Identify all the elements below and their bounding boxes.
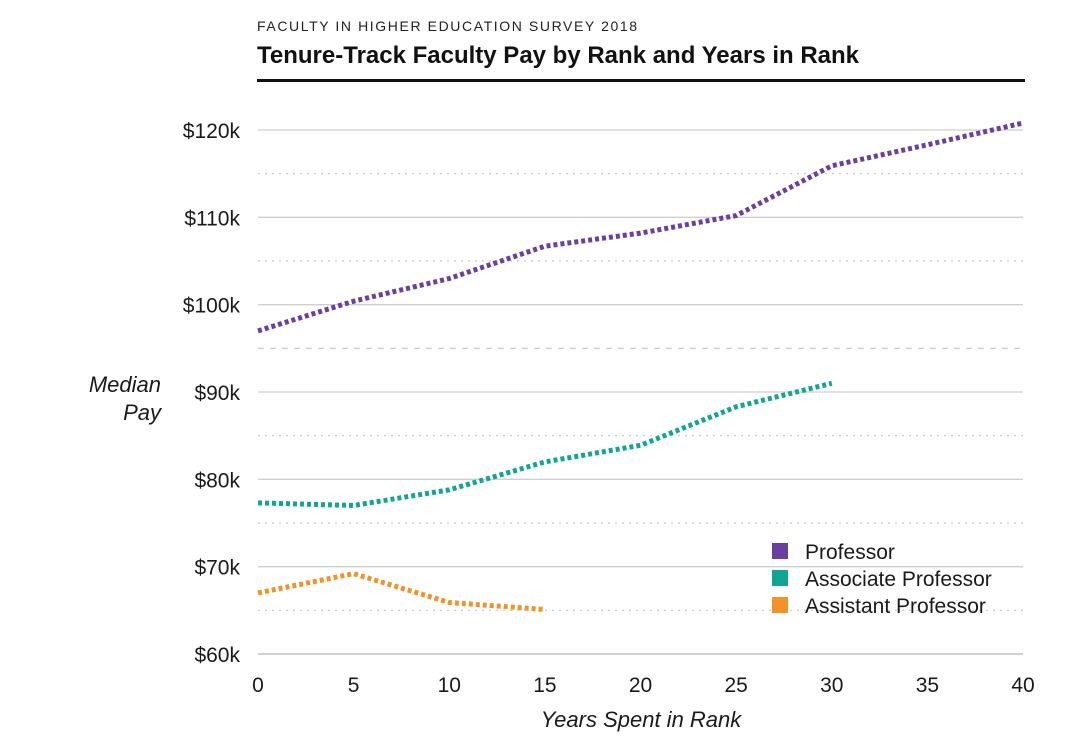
y-tick-label: $120k <box>183 120 241 143</box>
x-tick-label: 20 <box>629 674 652 697</box>
legend-label: Professor <box>805 541 895 564</box>
y-tick-labels: $60k $70k $80k $90k $100k $110k $120k <box>183 120 241 667</box>
y-tick-label: $70k <box>194 557 240 580</box>
x-tick-label: 0 <box>252 674 264 697</box>
x-axis-label: Years Spent in Rank <box>541 707 743 732</box>
chart-title: Tenure-Track Faculty Pay by Rank and Yea… <box>257 42 860 69</box>
series-lines <box>257 120 1024 612</box>
x-tick-label: 35 <box>916 674 939 697</box>
x-tick-label: 15 <box>533 674 556 697</box>
legend-swatch <box>772 570 788 586</box>
x-tick-label: 30 <box>820 674 843 697</box>
legend: Professor Associate Professor Assistant Pr… <box>772 541 992 618</box>
gridlines <box>258 129 1023 655</box>
series-line-1 <box>257 380 833 508</box>
y-tick-label: $90k <box>194 382 240 405</box>
x-tick-label: 10 <box>438 674 461 697</box>
y-tick-label: $80k <box>194 469 240 492</box>
legend-label: Assistant Professor <box>805 595 986 618</box>
y-axis-label-line1: Median <box>89 372 161 397</box>
y-tick-label: $100k <box>183 295 241 318</box>
legend-swatch <box>772 597 788 613</box>
series-line-0 <box>257 120 1024 334</box>
x-tick-labels: 0 5 10 15 20 25 30 35 40 <box>252 674 1035 697</box>
chart-kicker: FACULTY IN HIGHER EDUCATION SURVEY 2018 <box>257 18 639 34</box>
legend-label: Associate Professor <box>805 568 992 591</box>
y-tick-label: $110k <box>184 207 240 230</box>
title-rule <box>257 79 1025 82</box>
series-line-2 <box>257 571 546 612</box>
x-tick-label: 5 <box>348 674 360 697</box>
y-tick-label: $60k <box>194 644 240 667</box>
x-tick-label: 25 <box>724 674 747 697</box>
legend-swatch <box>772 543 788 559</box>
y-axis-label-line2: Pay <box>123 400 163 425</box>
x-tick-label: 40 <box>1011 674 1034 697</box>
